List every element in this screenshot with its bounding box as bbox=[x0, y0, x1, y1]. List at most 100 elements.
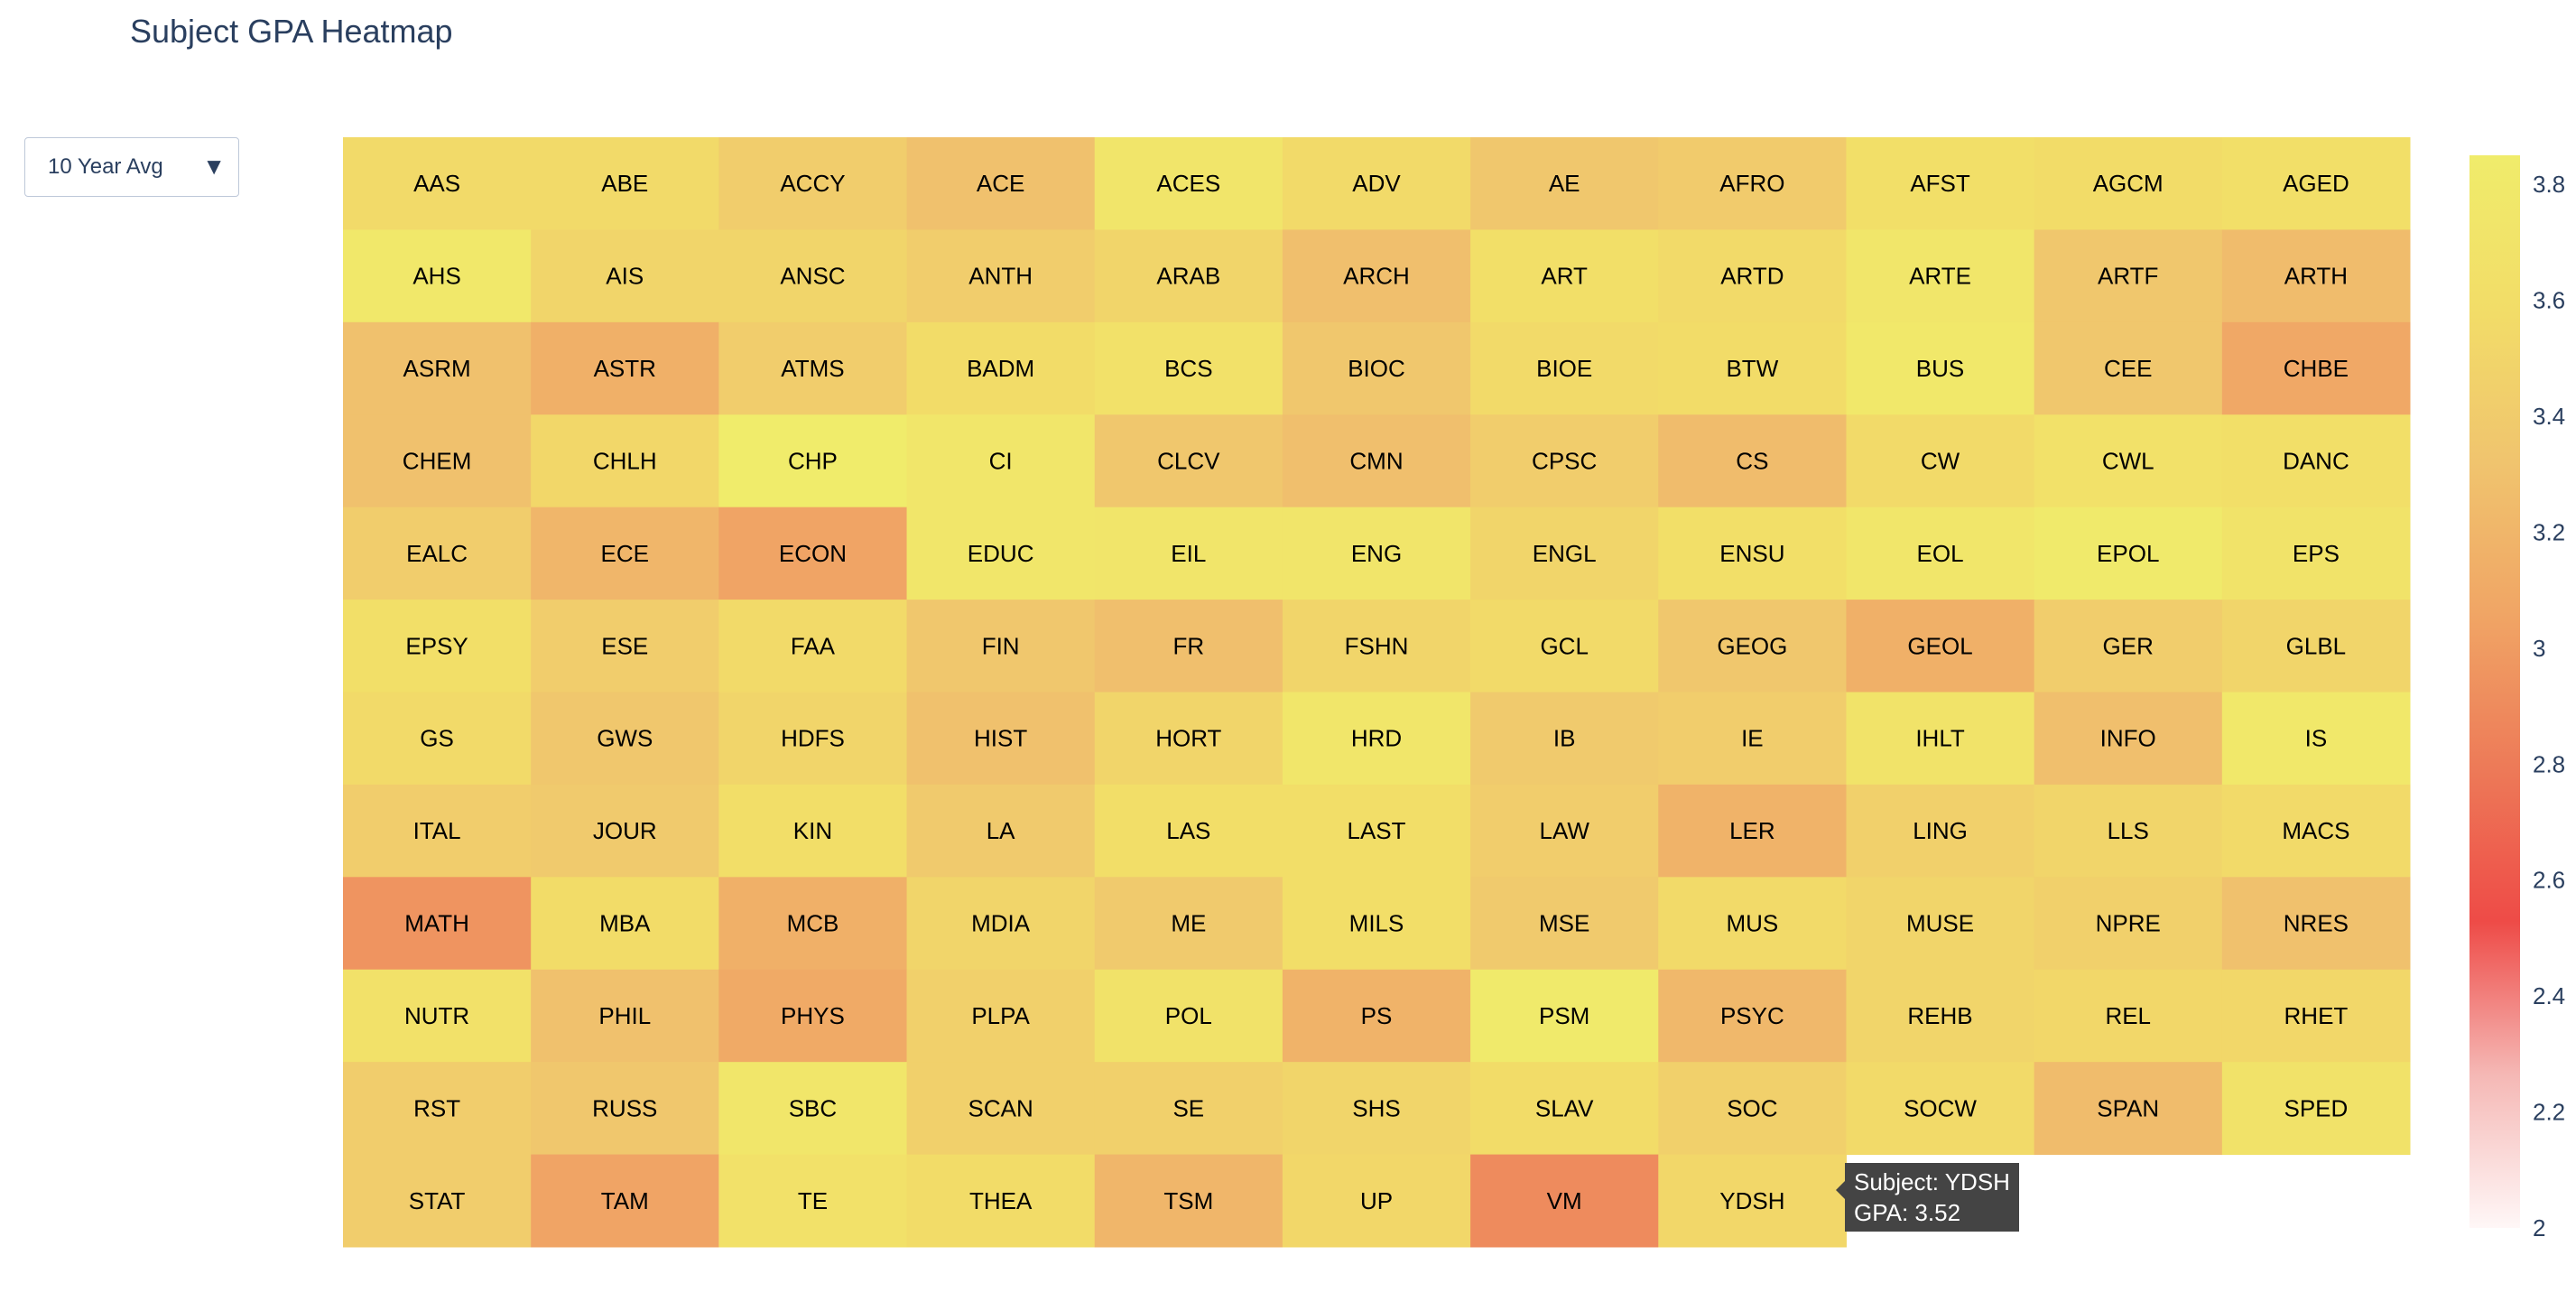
heatmap-cell-mdia[interactable] bbox=[906, 877, 1096, 971]
heatmap-cell-ital[interactable] bbox=[343, 784, 532, 878]
heatmap-cell-ace[interactable] bbox=[906, 137, 1096, 230]
heatmap-cell-chem[interactable] bbox=[343, 414, 532, 508]
heatmap-cell-ib[interactable] bbox=[1470, 692, 1659, 786]
heatmap-cell-arte[interactable] bbox=[1846, 229, 2035, 323]
heatmap-cell-gws[interactable] bbox=[531, 692, 719, 786]
heatmap-cell-scan[interactable] bbox=[906, 1062, 1096, 1156]
heatmap-cell-ling[interactable] bbox=[1846, 784, 2035, 878]
heatmap-cell-thea[interactable] bbox=[906, 1154, 1096, 1248]
heatmap-cell-ais[interactable] bbox=[531, 229, 719, 323]
heatmap-cell-npre[interactable] bbox=[2034, 877, 2223, 971]
heatmap-cell-rel[interactable] bbox=[2034, 969, 2223, 1063]
heatmap-cell-bioe[interactable] bbox=[1470, 321, 1659, 415]
heatmap-cell-accy[interactable] bbox=[718, 137, 908, 230]
heatmap-cell-glbl[interactable] bbox=[2221, 600, 2411, 693]
heatmap-cell-fshn[interactable] bbox=[1282, 600, 1471, 693]
heatmap-cell-cpsc[interactable] bbox=[1470, 414, 1659, 508]
heatmap-cell-cwl[interactable] bbox=[2034, 414, 2223, 508]
heatmap-cell-mils[interactable] bbox=[1282, 877, 1471, 971]
heatmap-cell-badm[interactable] bbox=[906, 321, 1096, 415]
heatmap-cell-chlh[interactable] bbox=[531, 414, 719, 508]
heatmap-cell-jour[interactable] bbox=[531, 784, 719, 878]
heatmap-cell-afro[interactable] bbox=[1658, 137, 1847, 230]
heatmap-cell-mba[interactable] bbox=[531, 877, 719, 971]
heatmap-cell-gs[interactable] bbox=[343, 692, 532, 786]
heatmap-cell-sbc[interactable] bbox=[718, 1062, 908, 1156]
heatmap-cell-ae[interactable] bbox=[1470, 137, 1659, 230]
heatmap-cell-chbe[interactable] bbox=[2221, 321, 2411, 415]
heatmap-cell-afst[interactable] bbox=[1846, 137, 2035, 230]
heatmap-cell-atms[interactable] bbox=[718, 321, 908, 415]
heatmap-cell-ydsh[interactable] bbox=[1658, 1154, 1847, 1248]
heatmap-cell-hist[interactable] bbox=[906, 692, 1096, 786]
heatmap-cell-ger[interactable] bbox=[2034, 600, 2223, 693]
heatmap-cell-mus[interactable] bbox=[1658, 877, 1847, 971]
heatmap-cell-epsy[interactable] bbox=[343, 600, 532, 693]
heatmap-cell-cmn[interactable] bbox=[1282, 414, 1471, 508]
heatmap-cell-ie[interactable] bbox=[1658, 692, 1847, 786]
heatmap-cell-anth[interactable] bbox=[906, 229, 1096, 323]
heatmap-cell-la[interactable] bbox=[906, 784, 1096, 878]
heatmap-cell-te[interactable] bbox=[718, 1154, 908, 1248]
heatmap-cell-sped[interactable] bbox=[2221, 1062, 2411, 1156]
heatmap-cell-gcl[interactable] bbox=[1470, 600, 1659, 693]
heatmap-cell-rst[interactable] bbox=[343, 1062, 532, 1156]
heatmap-cell-macs[interactable] bbox=[2221, 784, 2411, 878]
heatmap-cell-socw[interactable] bbox=[1846, 1062, 2035, 1156]
heatmap-cell-clcv[interactable] bbox=[1094, 414, 1283, 508]
heatmap-cell-slav[interactable] bbox=[1470, 1062, 1659, 1156]
heatmap-cell-math[interactable] bbox=[343, 877, 532, 971]
heatmap-cell-lls[interactable] bbox=[2034, 784, 2223, 878]
heatmap-cell-tsm[interactable] bbox=[1094, 1154, 1283, 1248]
heatmap-cell-cee[interactable] bbox=[2034, 321, 2223, 415]
heatmap-cell-geog[interactable] bbox=[1658, 600, 1847, 693]
heatmap-cell-aged[interactable] bbox=[2221, 137, 2411, 230]
heatmap-cell-eil[interactable] bbox=[1094, 507, 1283, 600]
heatmap-cell-fin[interactable] bbox=[906, 600, 1096, 693]
heatmap-cell-fr[interactable] bbox=[1094, 600, 1283, 693]
heatmap-cell-arth[interactable] bbox=[2221, 229, 2411, 323]
heatmap-cell-artf[interactable] bbox=[2034, 229, 2223, 323]
heatmap-cell-psm[interactable] bbox=[1470, 969, 1659, 1063]
heatmap-cell-agcm[interactable] bbox=[2034, 137, 2223, 230]
heatmap-cell-epol[interactable] bbox=[2034, 507, 2223, 600]
heatmap-cell-hdfs[interactable] bbox=[718, 692, 908, 786]
heatmap-cell-eol[interactable] bbox=[1846, 507, 2035, 600]
heatmap-cell-engl[interactable] bbox=[1470, 507, 1659, 600]
heatmap-cell-psyc[interactable] bbox=[1658, 969, 1847, 1063]
heatmap-cell-rhet[interactable] bbox=[2221, 969, 2411, 1063]
heatmap-cell-adv[interactable] bbox=[1282, 137, 1471, 230]
heatmap-cell-last[interactable] bbox=[1282, 784, 1471, 878]
heatmap-cell-mse[interactable] bbox=[1470, 877, 1659, 971]
heatmap-cell-phys[interactable] bbox=[718, 969, 908, 1063]
heatmap-cell-hort[interactable] bbox=[1094, 692, 1283, 786]
heatmap-cell-ahs[interactable] bbox=[343, 229, 532, 323]
heatmap-cell-aas[interactable] bbox=[343, 137, 532, 230]
heatmap-cell-arch[interactable] bbox=[1282, 229, 1471, 323]
heatmap-cell-is[interactable] bbox=[2221, 692, 2411, 786]
heatmap-cell-nutr[interactable] bbox=[343, 969, 532, 1063]
heatmap-cell-geol[interactable] bbox=[1846, 600, 2035, 693]
heatmap-cell-phil[interactable] bbox=[531, 969, 719, 1063]
heatmap-cell-muse[interactable] bbox=[1846, 877, 2035, 971]
heatmap-cell-faa[interactable] bbox=[718, 600, 908, 693]
heatmap-cell-plpa[interactable] bbox=[906, 969, 1096, 1063]
heatmap-cell-ihlt[interactable] bbox=[1846, 692, 2035, 786]
heatmap-cell-arab[interactable] bbox=[1094, 229, 1283, 323]
heatmap-cell-astr[interactable] bbox=[531, 321, 719, 415]
heatmap-cell-soc[interactable] bbox=[1658, 1062, 1847, 1156]
heatmap-cell-vm[interactable] bbox=[1470, 1154, 1659, 1248]
heatmap-cell-ese[interactable] bbox=[531, 600, 719, 693]
heatmap-cell-las[interactable] bbox=[1094, 784, 1283, 878]
heatmap-cell-stat[interactable] bbox=[343, 1154, 532, 1248]
heatmap-cell-bioc[interactable] bbox=[1282, 321, 1471, 415]
heatmap-cell-law[interactable] bbox=[1470, 784, 1659, 878]
heatmap-cell-ensu[interactable] bbox=[1658, 507, 1847, 600]
period-dropdown[interactable]: 10 Year Avg ▼ bbox=[24, 137, 239, 197]
heatmap-cell-cs[interactable] bbox=[1658, 414, 1847, 508]
heatmap-cell-hrd[interactable] bbox=[1282, 692, 1471, 786]
heatmap-cell-rehb[interactable] bbox=[1846, 969, 2035, 1063]
heatmap-cell-danc[interactable] bbox=[2221, 414, 2411, 508]
heatmap-cell-artd[interactable] bbox=[1658, 229, 1847, 323]
heatmap-cell-span[interactable] bbox=[2034, 1062, 2223, 1156]
